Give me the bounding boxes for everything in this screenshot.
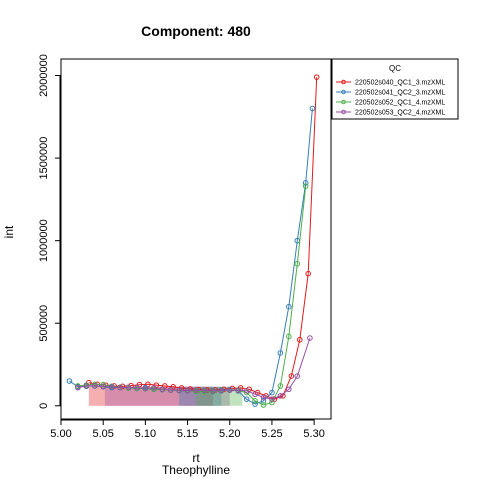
data-point [286,333,292,340]
series-3 [75,335,313,402]
data-point [277,393,284,399]
data-point [252,398,258,404]
peak-area-0 [88,386,213,406]
x-tick-label: 5.15 [177,428,198,440]
legend-swatch-point [341,109,346,115]
data-point [125,384,132,391]
y-tick-label: 1000000 [38,219,50,262]
x-tick-label: 5.30 [303,428,324,440]
data-point [269,389,275,396]
legend-label: 220502s053_QC2_4.mzXML [355,110,445,117]
data-point [302,183,309,189]
data-point [66,378,73,384]
data-point [277,383,284,389]
data-point [243,389,250,396]
y-axis-label: int [2,225,16,238]
series-lines [66,74,320,408]
legend-item-3: 220502s053_QC2_4.mzXML [336,110,445,117]
legend: QC 220502s040_QC1_3.mzXML 220502s041_QC2_… [331,58,459,120]
data-point [286,303,292,310]
data-point [296,336,303,343]
x-tick-label: 5.20 [219,428,240,440]
legend-item-0: 220502s040_QC1_3.mzXML [336,80,445,87]
data-point [309,105,316,112]
legend-swatch-point [341,79,346,85]
y-axis: 0 500000 1000000 1500000 2000000 [38,54,61,409]
data-point [108,383,115,390]
data-point [305,270,312,277]
data-point [218,387,225,394]
data-point [243,396,250,402]
data-point [226,387,233,393]
series-line [77,337,311,400]
data-point [193,387,199,393]
x-tick-label: 5.10 [135,428,156,440]
data-point [167,387,174,393]
data-point [235,387,241,394]
data-point [134,384,140,391]
data-point [91,382,98,389]
data-point [100,381,106,388]
data-point [277,350,284,356]
legend-label: 220502s041_QC2_3.mzXML [355,90,445,97]
data-point [269,396,275,402]
legend-item-2: 220502s052_QC1_4.mzXML [336,100,445,107]
data-point [288,373,295,379]
data-point [142,385,149,392]
data-point [151,385,157,391]
data-point [201,387,208,394]
legend-box [331,58,459,120]
data-point [117,384,123,391]
legend-swatch-point [341,99,346,105]
y-tick-label: 500000 [38,305,50,342]
x-tick-label: 5.25 [261,428,282,440]
y-tick-label: 2000000 [38,54,50,97]
data-point [260,402,267,408]
data-point [75,384,81,391]
data-point [307,335,313,341]
x-axis: 5.00 5.05 5.10 5.15 5.20 5.25 5.30 [50,419,325,440]
data-point [260,394,267,401]
x-axis-label: rt [192,451,200,465]
legend-swatch-point [341,89,346,95]
data-point [286,386,292,393]
y-tick-label: 0 [38,403,50,409]
chart-title: Component: 480 [141,23,251,39]
legend-item-1: 220502s041_QC2_3.mzXML [336,90,445,97]
data-point [252,401,258,407]
data-point [184,387,191,394]
data-point [313,74,320,80]
data-point [75,383,81,389]
x-axis-sublabel: Theophylline [162,463,230,477]
data-point [269,399,275,406]
data-point [83,383,90,389]
data-point [294,260,301,267]
data-point [252,391,258,398]
x-tick-label: 5.05 [92,428,113,440]
data-point [243,388,250,394]
y-tick-label: 1500000 [38,137,50,180]
data-point [100,383,106,390]
plot-frame [60,58,332,420]
data-point [294,373,301,379]
x-tick-label: 5.00 [50,428,71,440]
data-point [176,387,182,394]
data-point [302,180,309,186]
legend-label: 220502s052_QC1_4.mzXML [355,100,445,107]
legend-title: QC [389,64,401,73]
data-point [159,386,166,393]
data-point [210,388,216,394]
legend-label: 220502s040_QC1_3.mzXML [355,80,445,87]
